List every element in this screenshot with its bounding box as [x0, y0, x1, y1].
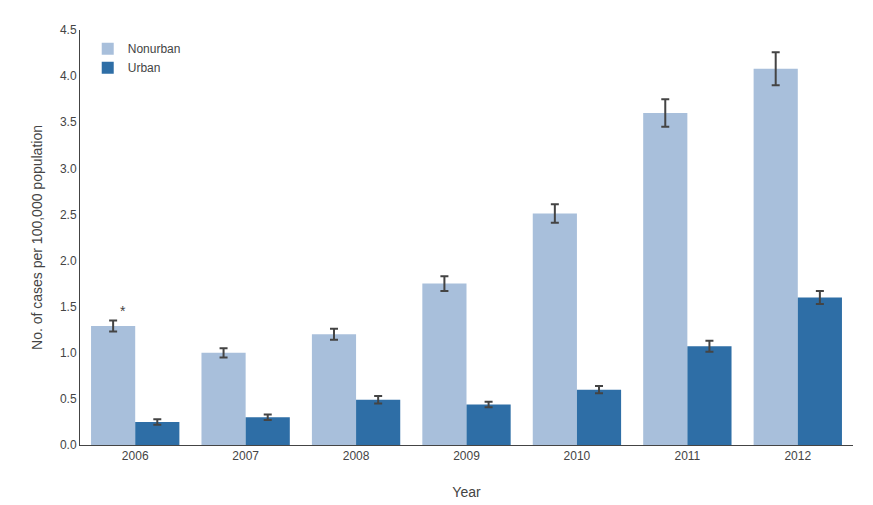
- svg-text:2006: 2006: [122, 449, 149, 463]
- svg-text:0.0: 0.0: [60, 438, 77, 452]
- svg-text:3.5: 3.5: [60, 115, 77, 129]
- svg-text:*: *: [120, 303, 126, 319]
- svg-text:Nonurban: Nonurban: [128, 42, 181, 56]
- svg-text:2.5: 2.5: [60, 208, 77, 222]
- svg-text:Year: Year: [452, 484, 481, 500]
- svg-text:Urban: Urban: [128, 61, 161, 75]
- svg-text:4.0: 4.0: [60, 69, 77, 83]
- svg-text:2012: 2012: [784, 449, 811, 463]
- svg-text:1.0: 1.0: [60, 346, 77, 360]
- svg-text:2008: 2008: [343, 449, 370, 463]
- svg-text:2011: 2011: [674, 449, 700, 463]
- svg-text:No. of cases per 100,000 popul: No. of cases per 100,000 population: [29, 125, 45, 350]
- svg-text:4.5: 4.5: [60, 23, 77, 37]
- svg-text:2009: 2009: [453, 449, 480, 463]
- svg-text:2007: 2007: [232, 449, 259, 463]
- svg-text:2.0: 2.0: [60, 254, 77, 268]
- svg-text:3.0: 3.0: [60, 162, 77, 176]
- svg-text:1.5: 1.5: [60, 300, 77, 314]
- svg-text:2010: 2010: [564, 449, 591, 463]
- svg-text:0.5: 0.5: [60, 392, 77, 406]
